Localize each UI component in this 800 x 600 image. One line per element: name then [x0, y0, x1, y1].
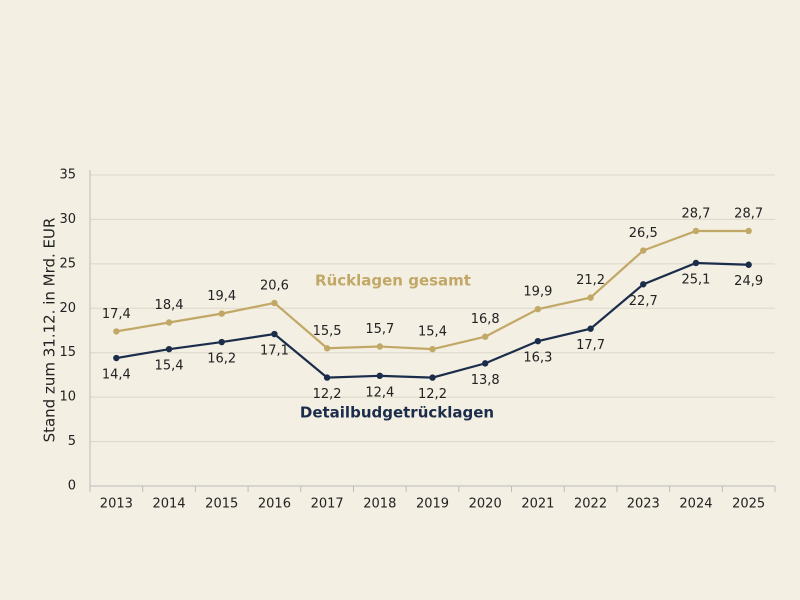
data-label: 17,4 — [102, 307, 131, 322]
data-label: 13,8 — [471, 373, 500, 388]
x-tick-label: 2021 — [521, 497, 554, 512]
x-tick-label: 2025 — [732, 497, 765, 512]
data-label: 19,9 — [523, 285, 552, 300]
point — [323, 345, 331, 352]
x-tick-label: 2017 — [311, 497, 344, 512]
data-label: 15,4 — [155, 359, 184, 374]
data-label: 17,7 — [576, 338, 605, 353]
data-label: 16,2 — [207, 352, 236, 367]
data-label: 18,4 — [155, 298, 184, 313]
x-tick-label: 2023 — [627, 497, 660, 512]
point — [271, 330, 278, 338]
point — [323, 374, 331, 381]
point — [218, 310, 225, 317]
point — [481, 360, 489, 367]
point — [113, 354, 120, 362]
point — [640, 247, 647, 254]
point — [271, 299, 278, 307]
data-label: 28,7 — [734, 206, 763, 221]
x-tick-label: 2015 — [205, 497, 238, 512]
point — [113, 328, 120, 335]
point — [692, 259, 700, 267]
y-tick-label: 30 — [59, 212, 76, 227]
point — [429, 374, 436, 381]
point — [745, 227, 752, 235]
y-tick-label: 25 — [59, 256, 76, 271]
point — [429, 345, 436, 353]
data-label: 15,7 — [365, 322, 394, 337]
y-axis-label: Stand zum 31.12. in Mrd. EUR — [41, 218, 59, 443]
data-label: 12,4 — [365, 385, 394, 400]
series-name: Detailbudgetrücklagen — [300, 404, 494, 422]
data-label: 19,4 — [207, 289, 236, 304]
point — [481, 333, 489, 340]
data-label: 12,2 — [313, 387, 342, 402]
data-label: 17,1 — [260, 344, 289, 359]
point — [165, 345, 173, 353]
y-tick-label: 15 — [59, 345, 76, 360]
x-tick-label: 2019 — [416, 497, 449, 512]
point — [587, 294, 594, 301]
point — [587, 325, 594, 332]
x-tick-label: 2016 — [258, 497, 291, 512]
y-tick-label: 35 — [59, 168, 76, 183]
x-tick-label: 2024 — [679, 497, 712, 512]
point — [745, 261, 752, 268]
x-tick-label: 2014 — [152, 497, 185, 512]
point — [376, 372, 384, 380]
data-label: 16,3 — [523, 351, 552, 366]
x-tick-label: 2018 — [363, 497, 396, 512]
data-label: 20,6 — [260, 278, 289, 293]
data-label: 26,5 — [629, 226, 658, 241]
data-label: 15,4 — [418, 325, 447, 340]
x-tick-label: 2022 — [574, 497, 607, 512]
data-label: 16,8 — [471, 312, 500, 327]
point — [534, 305, 542, 313]
point — [534, 337, 542, 345]
y-tick-label: 0 — [68, 479, 76, 494]
point — [376, 343, 384, 350]
data-label: 22,7 — [629, 294, 658, 309]
data-label: 24,9 — [734, 274, 763, 289]
point — [640, 281, 647, 288]
x-tick-label: 2013 — [100, 497, 133, 512]
x-tick-label: 2020 — [469, 497, 502, 512]
data-label: 15,5 — [313, 324, 342, 339]
y-tick-label: 20 — [59, 301, 76, 316]
data-label: 12,2 — [418, 387, 447, 402]
point — [165, 319, 173, 326]
point — [218, 338, 225, 346]
point — [692, 227, 700, 235]
series-name: Rücklagen gesamt — [315, 272, 471, 290]
y-tick-label: 5 — [68, 434, 76, 449]
data-label: 21,2 — [576, 273, 605, 288]
y-tick-label: 10 — [59, 390, 76, 405]
data-label: 14,4 — [102, 368, 131, 383]
data-label: 28,7 — [681, 206, 710, 221]
data-label: 25,1 — [681, 272, 710, 287]
